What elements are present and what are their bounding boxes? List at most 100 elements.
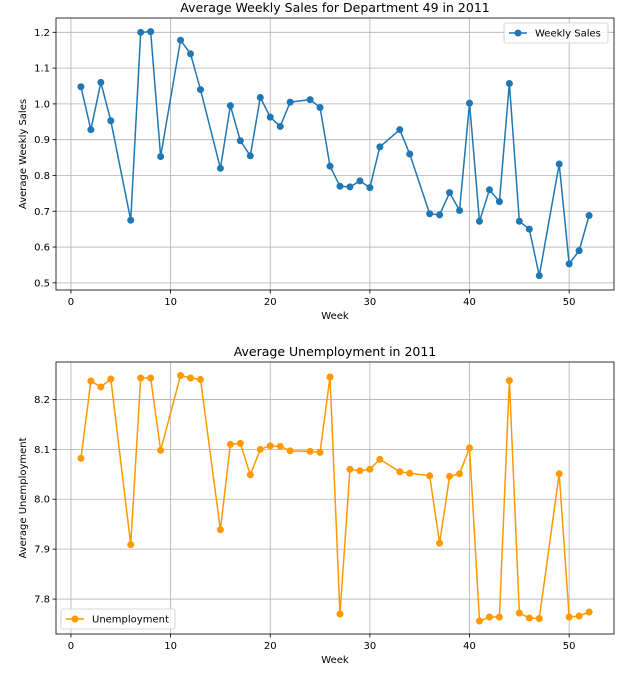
sales-data-point xyxy=(87,126,95,134)
sales-data-point xyxy=(456,207,464,215)
unemployment-data-point xyxy=(187,374,195,382)
sales-data-point xyxy=(147,28,155,36)
unemployment-data-point xyxy=(336,610,344,618)
sales-data-point xyxy=(266,113,274,121)
sales-legend-label: Weekly Sales xyxy=(535,29,601,40)
sales-data-point xyxy=(426,210,434,218)
unemployment-data-point xyxy=(177,371,185,379)
sales-data-point xyxy=(236,137,244,145)
unemployment-data-point xyxy=(525,614,533,622)
sales-data-point xyxy=(177,36,185,44)
sales-y-tick-label: 0.8 xyxy=(34,171,50,182)
sales-data-point xyxy=(336,182,344,190)
unemployment-data-point xyxy=(376,455,384,463)
sales-y-tick-label: 1.2 xyxy=(34,28,50,39)
sales-data-point xyxy=(326,162,334,170)
sales-data-point xyxy=(396,126,404,134)
sales-data-point xyxy=(575,247,583,255)
sales-data-point xyxy=(276,122,284,130)
unemployment-data-point xyxy=(97,383,105,391)
unemployment-data-point xyxy=(535,615,543,623)
unemployment-y-tick-label: 8.1 xyxy=(34,445,50,456)
unemployment-data-point xyxy=(87,377,95,385)
unemployment-data-point xyxy=(555,470,563,478)
sales-data-point xyxy=(485,186,493,194)
sales-data-point xyxy=(376,143,384,151)
sales-x-tick-label: 0 xyxy=(68,297,74,308)
sales-data-point xyxy=(77,83,85,91)
unemployment-data-point xyxy=(356,467,364,475)
sales-data-point xyxy=(406,150,414,158)
unemployment-data-point xyxy=(446,472,454,480)
sales-x-tick-label: 40 xyxy=(463,297,476,308)
unemployment-x-tick-label: 30 xyxy=(364,641,377,652)
unemployment-data-point xyxy=(436,539,444,547)
unemployment-chart-title: Average Unemployment in 2011 xyxy=(234,344,437,359)
sales-data-point xyxy=(127,216,135,224)
sales-data-point xyxy=(216,164,224,172)
unemployment-x-tick-label: 0 xyxy=(68,641,74,652)
sales-data-point xyxy=(515,217,523,225)
sales-data-point xyxy=(466,99,474,107)
unemployment-data-point xyxy=(266,442,274,450)
sales-y-tick-label: 1.1 xyxy=(34,64,50,75)
unemployment-x-axis-label: Week xyxy=(321,655,349,666)
unemployment-data-point xyxy=(236,439,244,447)
unemployment-data-point xyxy=(456,470,464,478)
unemployment-data-point xyxy=(107,375,115,383)
sales-plot-frame xyxy=(55,17,615,291)
sales-data-point xyxy=(346,183,354,191)
unemployment-data-point xyxy=(346,465,354,473)
sales-data-point xyxy=(137,28,145,36)
unemployment-data-point xyxy=(406,469,414,477)
sales-x-tick-label: 50 xyxy=(563,297,576,308)
sales-data-point xyxy=(505,79,513,87)
unemployment-y-tick-label: 7.9 xyxy=(34,545,50,556)
unemployment-y-tick-label: 8.0 xyxy=(34,495,50,506)
sales-data-point xyxy=(356,177,364,185)
unemployment-y-axis-label: Average Unemployment xyxy=(18,437,29,558)
unemployment-data-point xyxy=(426,472,434,480)
unemployment-x-tick-label: 40 xyxy=(463,641,476,652)
sales-x-tick-label: 30 xyxy=(364,297,377,308)
sales-data-point xyxy=(256,93,264,101)
unemployment-data-point xyxy=(505,376,513,384)
unemployment-x-tick-label: 20 xyxy=(264,641,277,652)
unemployment-data-point xyxy=(276,442,284,450)
unemployment-legend-box xyxy=(60,608,176,630)
sales-data-point xyxy=(286,98,294,106)
sales-data-point xyxy=(525,225,533,233)
unemployment-data-point xyxy=(316,448,324,456)
unemployment-data-point xyxy=(366,465,374,473)
sales-data-point xyxy=(97,78,105,86)
sales-data-point xyxy=(446,189,454,197)
unemployment-legend: Unemployment xyxy=(60,608,176,630)
sales-y-tick-label: 0.7 xyxy=(34,207,50,218)
sales-legend-marker xyxy=(514,29,522,37)
sales-data-point xyxy=(107,117,115,125)
unemployment-data-point xyxy=(127,541,135,549)
sales-data-point xyxy=(565,260,573,268)
unemployment-x-tick-label: 50 xyxy=(563,641,576,652)
unemployment-data-point xyxy=(216,526,224,534)
unemployment-data-point xyxy=(475,617,483,625)
sales-data-point xyxy=(495,198,503,206)
unemployment-data-point xyxy=(565,613,573,621)
sales-data-point xyxy=(316,103,324,111)
unemployment-data-point xyxy=(157,446,165,454)
unemployment-data-point xyxy=(396,468,404,476)
sales-data-point xyxy=(246,152,254,160)
unemployment-data-point xyxy=(226,440,234,448)
unemployment-data-point xyxy=(515,609,523,617)
sales-y-tick-label: 0.9 xyxy=(34,135,50,146)
sales-data-point xyxy=(585,212,593,220)
unemployment-legend-marker xyxy=(71,615,79,623)
sales-x-axis-label: Week xyxy=(321,311,349,322)
unemployment-data-point xyxy=(246,471,254,479)
sales-legend: Weekly Sales xyxy=(503,22,609,44)
unemployment-data-point xyxy=(77,454,85,462)
sales-data-point xyxy=(535,272,543,280)
sales-data-point xyxy=(306,96,314,104)
sales-data-point xyxy=(196,86,204,94)
